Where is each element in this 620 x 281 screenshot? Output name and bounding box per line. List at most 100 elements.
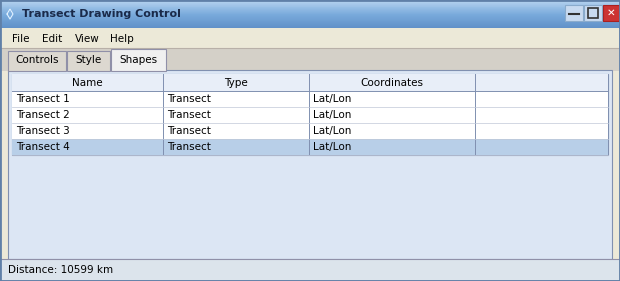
Bar bbox=[0, 3, 620, 4]
Bar bbox=[0, 11, 620, 12]
Bar bbox=[588, 8, 598, 18]
Text: Coordinates: Coordinates bbox=[360, 78, 423, 87]
Bar bbox=[12, 123, 608, 139]
Bar bbox=[0, 8, 620, 9]
Bar bbox=[0, 24, 620, 26]
Bar bbox=[0, 27, 620, 28]
Bar bbox=[584, 5, 602, 21]
Bar bbox=[1, 48, 619, 71]
Text: Lat/Lon: Lat/Lon bbox=[313, 110, 352, 120]
Bar bbox=[0, 23, 620, 24]
Bar bbox=[0, 12, 620, 13]
Bar bbox=[0, 22, 620, 23]
Bar bbox=[0, 21, 620, 22]
Bar bbox=[0, 9, 620, 11]
Text: Transect 2: Transect 2 bbox=[16, 110, 69, 120]
Text: View: View bbox=[75, 34, 100, 44]
Text: Transect 4: Transect 4 bbox=[16, 142, 69, 152]
Bar bbox=[12, 74, 608, 155]
Bar bbox=[0, 5, 620, 6]
Bar bbox=[0, 23, 620, 25]
Bar bbox=[0, 12, 620, 13]
Bar bbox=[1, 28, 619, 48]
Bar bbox=[0, 1, 620, 2]
Bar bbox=[0, 10, 620, 11]
Bar bbox=[12, 107, 608, 123]
Bar bbox=[0, 14, 620, 15]
Text: Transect: Transect bbox=[167, 126, 211, 136]
Bar bbox=[0, 28, 620, 29]
Bar bbox=[0, 7, 620, 8]
Bar bbox=[0, 26, 620, 28]
Bar bbox=[12, 91, 608, 107]
Bar bbox=[0, 6, 620, 7]
Bar bbox=[565, 5, 583, 21]
Text: Transect: Transect bbox=[167, 94, 211, 104]
Bar bbox=[0, 13, 620, 14]
Text: Distance: 10599 km: Distance: 10599 km bbox=[8, 265, 113, 275]
Bar bbox=[0, 8, 620, 10]
Bar bbox=[1, 28, 619, 280]
Bar bbox=[0, 15, 620, 16]
Text: Lat/Lon: Lat/Lon bbox=[313, 126, 352, 136]
Text: Transect 3: Transect 3 bbox=[16, 126, 69, 136]
Text: Controls: Controls bbox=[16, 55, 59, 65]
Bar bbox=[0, 27, 620, 28]
Bar bbox=[12, 74, 608, 91]
Text: Edit: Edit bbox=[42, 34, 62, 44]
Bar bbox=[67, 51, 110, 71]
Text: Lat/Lon: Lat/Lon bbox=[313, 142, 352, 152]
Bar bbox=[0, 10, 620, 12]
Bar bbox=[0, 2, 620, 4]
Bar bbox=[0, 26, 620, 27]
Bar bbox=[0, 24, 620, 25]
Bar bbox=[8, 51, 66, 71]
Bar bbox=[8, 70, 612, 259]
Bar bbox=[0, 16, 620, 17]
Bar bbox=[0, 21, 620, 22]
Bar bbox=[0, 9, 620, 10]
Text: Type: Type bbox=[224, 78, 248, 87]
Text: Lat/Lon: Lat/Lon bbox=[313, 94, 352, 104]
Bar bbox=[0, 21, 620, 23]
Bar bbox=[0, 4, 620, 5]
Bar bbox=[0, 11, 620, 12]
Bar bbox=[0, 0, 620, 1]
Text: Help: Help bbox=[110, 34, 134, 44]
Bar bbox=[0, 1, 620, 3]
Text: Transect: Transect bbox=[167, 142, 211, 152]
Bar bbox=[0, 19, 620, 21]
Text: Transect: Transect bbox=[167, 110, 211, 120]
Bar bbox=[0, 3, 620, 4]
Bar bbox=[0, 6, 620, 8]
Bar bbox=[0, 20, 620, 21]
Bar bbox=[0, 25, 620, 26]
Bar bbox=[0, 16, 620, 18]
Bar bbox=[0, 14, 620, 16]
Bar bbox=[0, 1, 620, 2]
Bar bbox=[0, 17, 620, 19]
Text: Transect 1: Transect 1 bbox=[16, 94, 69, 104]
Text: ✕: ✕ bbox=[606, 8, 616, 18]
Bar bbox=[0, 4, 620, 5]
Bar bbox=[0, 22, 620, 24]
Text: Shapes: Shapes bbox=[120, 55, 157, 65]
Bar bbox=[0, 18, 620, 19]
Bar bbox=[0, 19, 620, 20]
Bar bbox=[0, 20, 620, 21]
Bar bbox=[0, 6, 620, 7]
Bar bbox=[1, 259, 619, 281]
Bar bbox=[0, 13, 620, 14]
Bar bbox=[603, 5, 620, 21]
Bar bbox=[111, 49, 166, 71]
Bar bbox=[12, 139, 608, 155]
Text: Style: Style bbox=[76, 55, 102, 65]
Bar bbox=[0, 8, 620, 9]
Bar bbox=[0, 18, 620, 19]
Bar bbox=[0, 2, 620, 3]
Text: File: File bbox=[12, 34, 30, 44]
Text: Transect Drawing Control: Transect Drawing Control bbox=[22, 9, 181, 19]
Bar bbox=[0, 5, 620, 6]
Bar bbox=[0, 25, 620, 26]
Bar bbox=[0, 13, 620, 15]
